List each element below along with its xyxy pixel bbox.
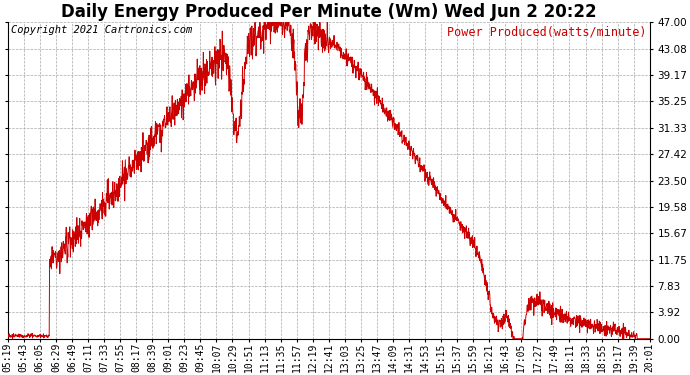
Text: Copyright 2021 Cartronics.com: Copyright 2021 Cartronics.com: [11, 26, 193, 36]
Text: Power Produced(watts/minute): Power Produced(watts/minute): [447, 26, 647, 39]
Title: Daily Energy Produced Per Minute (Wm) Wed Jun 2 20:22: Daily Energy Produced Per Minute (Wm) We…: [61, 3, 597, 21]
